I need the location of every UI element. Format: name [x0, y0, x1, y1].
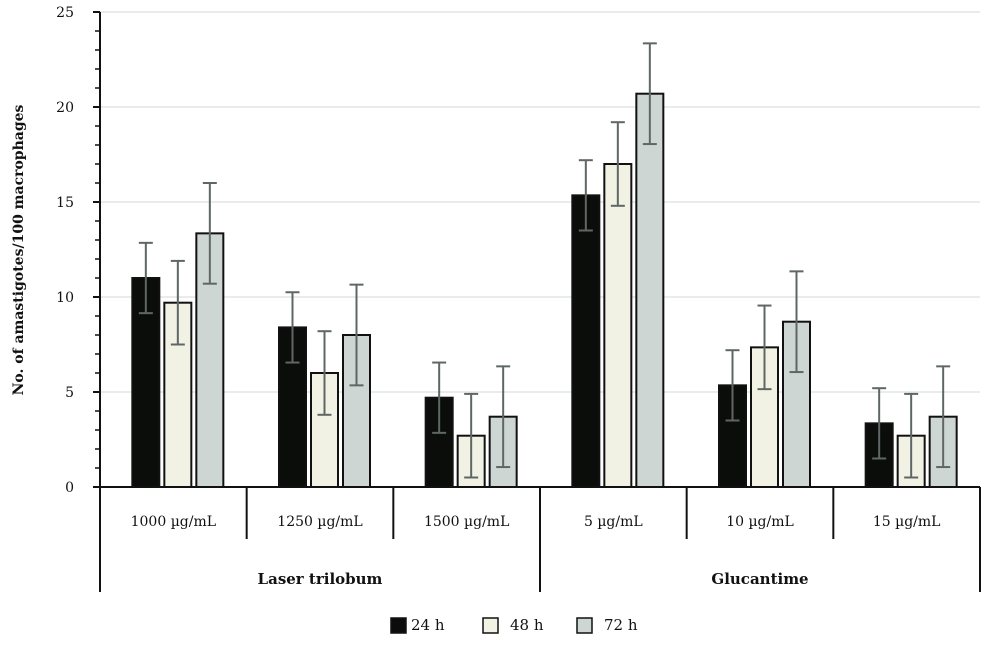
group-label: Glucantime — [711, 570, 808, 588]
gridlines — [100, 11, 980, 393]
labels: 0 5 10 15 20 25 1000 µg/mL 1250 µg/mL 1500 µg/mL… — [56, 5, 940, 588]
category-label: 5 µg/mL — [584, 514, 643, 530]
legend-swatch — [482, 617, 499, 634]
legend-swatch — [390, 617, 407, 634]
category-label: 1500 µg/mL — [424, 514, 509, 530]
y-tick-label: 15 — [56, 195, 74, 211]
legend-label: 48 h — [510, 616, 544, 634]
y-tick-label: 5 — [65, 385, 74, 401]
category-label: 10 µg/mL — [726, 514, 794, 530]
legend: 24 h 48 h 72 h — [390, 616, 638, 634]
bar-48h — [603, 163, 633, 488]
bars — [131, 42, 958, 489]
y-tick-label: 25 — [56, 5, 74, 21]
y-tick-label: 10 — [56, 290, 74, 306]
group-label: Laser trilobum — [258, 570, 383, 588]
legend-label: 24 h — [411, 616, 445, 634]
category-label: 1250 µg/mL — [277, 514, 362, 530]
category-label: 1000 µg/mL — [131, 514, 216, 530]
bar-48h — [750, 346, 779, 488]
category-label: 15 µg/mL — [873, 514, 941, 530]
y-axis-label: No. of amastigotes/100 macrophages — [11, 104, 27, 395]
bar-24h — [424, 396, 454, 489]
bar-24h — [571, 194, 601, 488]
y-tick-label: 0 — [65, 480, 74, 496]
axes — [93, 11, 981, 592]
legend-swatch — [576, 617, 593, 634]
bar-72h — [635, 92, 665, 488]
y-tick-label: 20 — [56, 100, 74, 116]
legend-label: 72 h — [604, 616, 638, 634]
